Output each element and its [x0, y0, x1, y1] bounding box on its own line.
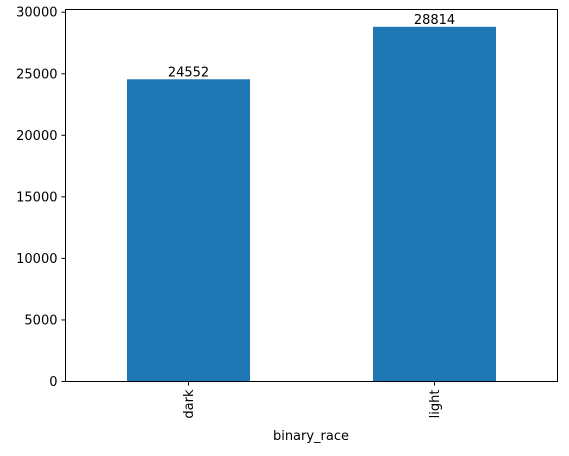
bar-light [373, 27, 496, 382]
x-tick-label-dark: dark [182, 389, 197, 419]
y-tick-label-15000: 15000 [16, 190, 57, 205]
y-tick-label-10000: 10000 [16, 252, 57, 267]
y-tick-label-0: 0 [49, 375, 57, 390]
y-tick-label-20000: 20000 [16, 129, 57, 144]
x-tick-label-light: light [428, 390, 443, 419]
data-label-dark: 24552 [168, 65, 209, 80]
y-tick-label-25000: 25000 [16, 67, 57, 82]
y-axis: 0 5000 10000 15000 20000 25000 30000 [16, 6, 65, 390]
bar-dark [127, 79, 250, 381]
x-axis-label: binary_race [273, 429, 349, 444]
y-tick-label-30000: 30000 [16, 6, 57, 21]
y-tick-label-5000: 5000 [24, 313, 57, 328]
x-axis: dark light [182, 382, 443, 419]
data-label-light: 28814 [414, 13, 455, 28]
